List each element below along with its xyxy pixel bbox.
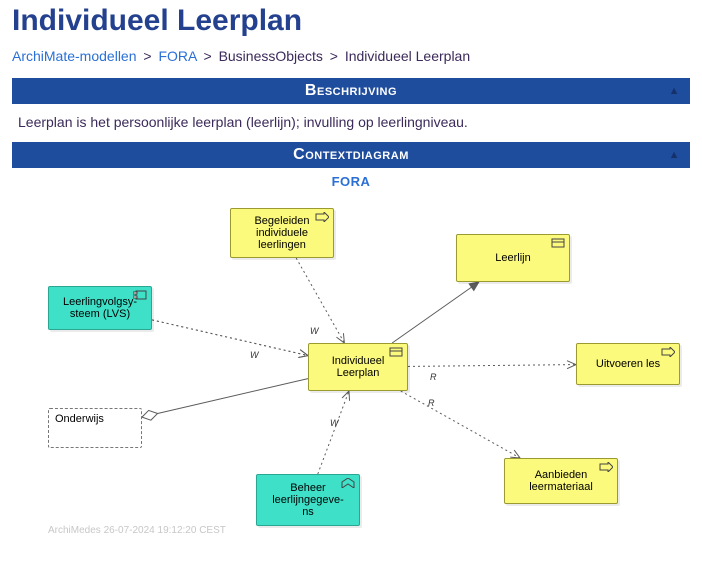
edge-label: R (428, 398, 435, 408)
collapse-icon: ▲ (669, 149, 680, 161)
description-text: Leerplan is het persoonlijke leerplan (l… (12, 104, 690, 142)
arrow-icon (661, 347, 675, 357)
node-label: Aanbieden leermateriaal (511, 469, 611, 493)
breadcrumb-sep: > (140, 48, 154, 64)
edge-kern-leerlijn (392, 282, 479, 343)
rect-icon (551, 238, 565, 248)
function-icon (341, 478, 355, 488)
node-uitvoeren[interactable]: Uitvoeren les (576, 343, 680, 385)
section-header-contextdiagram[interactable]: Contextdiagram ▲ (12, 142, 690, 168)
edge-kern-uitvoeren (408, 365, 576, 367)
node-beheer[interactable]: Beheer leerlijngegeve- ns (256, 474, 360, 526)
breadcrumb-item-0[interactable]: ArchiMate-modellen (12, 48, 137, 64)
edge-label: R (430, 372, 437, 382)
rect-icon (389, 347, 403, 357)
section-title: Contextdiagram (293, 146, 409, 163)
edge-kern-aanbieden (401, 391, 520, 458)
edge-label: W (330, 418, 339, 428)
node-label: Individueel Leerplan (315, 355, 401, 379)
breadcrumb-sep: > (327, 48, 341, 64)
section-header-beschrijving[interactable]: Beschrijving ▲ (12, 78, 690, 104)
edge-lvs-kern (152, 320, 308, 356)
node-label: Uitvoeren les (596, 358, 660, 370)
arrow-icon (315, 212, 329, 222)
context-diagram: FORA ArchiMedes 26-07-2024 19:12:20 CEST… (12, 168, 690, 538)
node-label: Onderwijs (55, 413, 104, 425)
node-aanbieden[interactable]: Aanbieden leermateriaal (504, 458, 618, 504)
node-kern[interactable]: Individueel Leerplan (308, 343, 408, 391)
node-leerlijn[interactable]: Leerlijn (456, 234, 570, 282)
edge-beheer-kern (318, 391, 349, 474)
breadcrumb-item-3: Individueel Leerplan (345, 48, 470, 64)
node-lvs[interactable]: Leerlingvolgsy- steem (LVS) (48, 286, 152, 330)
section-title: Beschrijving (305, 82, 397, 99)
component-icon (133, 290, 147, 300)
breadcrumb-sep: > (200, 48, 214, 64)
breadcrumb: ArchiMate-modellen > FORA > BusinessObje… (12, 48, 690, 64)
arrow-icon (599, 462, 613, 472)
node-label: Beheer leerlijngegeve- ns (263, 482, 353, 518)
node-label: Leerlingvolgsy- steem (LVS) (63, 296, 137, 320)
collapse-icon: ▲ (669, 85, 680, 97)
diagram-footer: ArchiMedes 26-07-2024 19:12:20 CEST (48, 525, 226, 536)
node-label: Begeleiden individuele leerlingen (237, 215, 327, 251)
edge-label: W (250, 350, 259, 360)
page-title: Individueel Leerplan (12, 4, 690, 38)
edge-begeleiden-kern (296, 258, 344, 343)
node-begeleiden[interactable]: Begeleiden individuele leerlingen (230, 208, 334, 258)
edge-label: W (310, 326, 319, 336)
node-onderwijs[interactable]: Onderwijs (48, 408, 142, 448)
node-label: Leerlijn (495, 252, 530, 264)
breadcrumb-item-2: BusinessObjects (219, 48, 323, 64)
breadcrumb-item-1[interactable]: FORA (158, 48, 196, 64)
